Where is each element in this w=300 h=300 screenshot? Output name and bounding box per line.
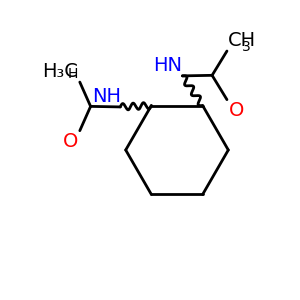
Text: NH: NH [92, 87, 121, 106]
Text: H: H [68, 67, 79, 81]
Text: H₃C: H₃C [43, 62, 79, 81]
Text: 3: 3 [242, 40, 251, 54]
Text: CH: CH [228, 31, 256, 50]
Text: O: O [229, 101, 244, 120]
Text: O: O [62, 132, 78, 151]
Text: HN: HN [153, 56, 182, 74]
